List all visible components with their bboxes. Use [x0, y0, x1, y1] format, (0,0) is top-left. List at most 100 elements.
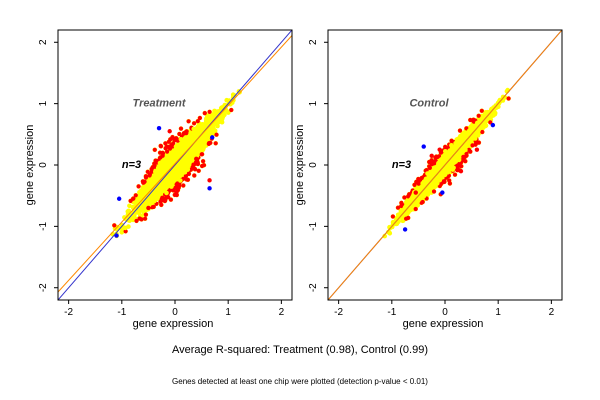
data-point — [213, 111, 219, 117]
edge-point — [133, 193, 138, 198]
x-tick-label: 0 — [172, 307, 178, 318]
data-point — [178, 137, 184, 142]
edge-point — [134, 218, 139, 223]
data-point — [182, 170, 188, 175]
y-tick-label: 1 — [38, 100, 49, 106]
edge-point — [207, 109, 212, 114]
edge-point — [149, 167, 154, 172]
edge-point — [192, 166, 197, 171]
edge-point — [200, 152, 205, 157]
data-point — [164, 190, 169, 196]
edge-point — [192, 121, 197, 126]
edge-point — [143, 174, 148, 179]
data-point — [153, 190, 159, 195]
edge-point — [168, 137, 173, 142]
edge-point — [201, 159, 206, 164]
data-point — [502, 95, 508, 100]
edge-point — [112, 223, 117, 228]
edge-point — [181, 183, 186, 188]
data-point — [119, 230, 125, 235]
edge-point — [160, 150, 165, 155]
data-point — [404, 197, 410, 203]
y-tick-label: -1 — [38, 221, 49, 230]
data-point — [127, 203, 132, 209]
data-point — [177, 151, 183, 156]
x-axis-label: gene expression — [133, 318, 214, 330]
outlier-point — [167, 129, 172, 134]
data-point — [192, 146, 198, 151]
edge-point — [186, 119, 191, 124]
outlier-point — [210, 135, 215, 140]
edge-point — [131, 196, 136, 201]
edge-point — [195, 160, 200, 165]
data-point — [395, 218, 401, 224]
edge-point — [176, 185, 181, 190]
outlier-point — [207, 186, 212, 191]
reference-line-1 — [58, 35, 292, 293]
data-point — [193, 130, 198, 135]
data-point — [204, 123, 209, 128]
data-point — [157, 171, 163, 176]
edge-point — [123, 229, 128, 234]
edge-point — [158, 143, 163, 148]
edge-point — [183, 173, 188, 179]
edge-point — [166, 195, 171, 200]
edge-point — [141, 180, 147, 185]
data-point — [382, 233, 388, 239]
outlier-point — [194, 156, 199, 162]
edge-point — [213, 141, 218, 146]
data-point — [123, 225, 128, 231]
edge-point — [143, 212, 148, 217]
data-point — [212, 128, 218, 134]
data-point — [157, 188, 162, 194]
data-point — [134, 207, 140, 213]
outlier-point — [116, 196, 122, 201]
data-point — [224, 108, 229, 114]
y-tick-label: 2 — [38, 39, 49, 45]
edge-point — [175, 181, 180, 186]
edge-point — [192, 173, 197, 178]
data-point — [164, 160, 169, 166]
edge-point — [177, 131, 182, 137]
data-point — [182, 136, 187, 141]
edge-point — [183, 130, 188, 135]
data-point — [199, 135, 205, 140]
outlier-point — [207, 178, 212, 183]
x-tick-label: -2 — [64, 307, 73, 318]
data-point — [209, 127, 214, 132]
edge-point — [162, 198, 167, 204]
data-point — [131, 211, 137, 216]
edge-point — [174, 190, 179, 195]
edge-point — [197, 115, 202, 121]
y-tick-label: 0 — [38, 162, 49, 168]
data-point — [172, 171, 177, 177]
edge-point — [178, 126, 184, 131]
edge-point — [202, 111, 207, 116]
data-point — [125, 209, 131, 214]
data-point — [180, 144, 185, 150]
data-point — [145, 184, 151, 189]
data-point — [171, 150, 177, 156]
edge-point — [139, 217, 144, 222]
outlier-point — [156, 125, 162, 131]
edge-point — [170, 144, 175, 149]
edge-point — [171, 141, 176, 146]
data-point — [185, 153, 191, 159]
outlier-point — [146, 205, 151, 211]
sample-count-label: n=3 — [122, 159, 141, 171]
data-point — [199, 125, 204, 131]
data-point — [204, 132, 210, 137]
edge-point — [158, 155, 163, 160]
data-point — [169, 176, 175, 182]
data-point — [162, 178, 167, 184]
edge-point — [136, 184, 141, 189]
edge-point — [214, 132, 219, 137]
edge-point — [163, 141, 168, 146]
data-point — [156, 165, 161, 171]
data-point — [138, 193, 143, 199]
edge-point — [174, 136, 179, 141]
data-point — [160, 165, 165, 171]
edge-point — [229, 107, 234, 113]
